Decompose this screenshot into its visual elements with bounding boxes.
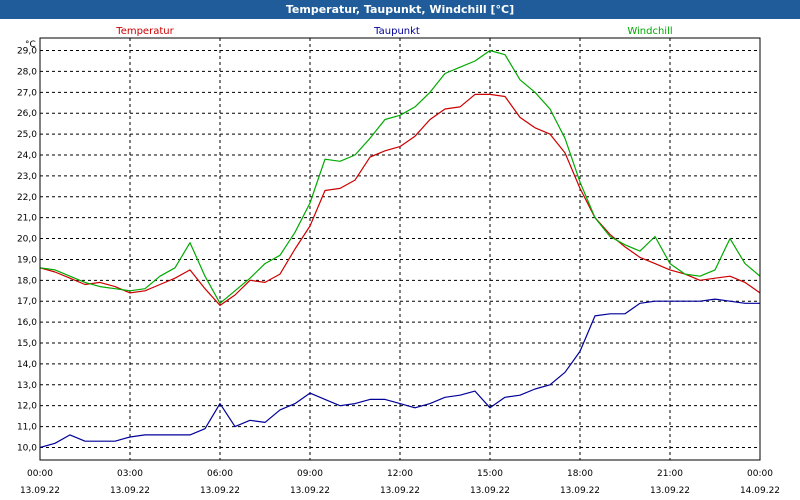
y-axis-unit: °C — [25, 40, 36, 50]
series-line-temperatur — [39, 93, 761, 306]
y-tick-label: 23,0 — [17, 172, 37, 182]
x-tick-date: 14.09.22 — [740, 486, 780, 496]
x-tick-date: 13.09.22 — [380, 486, 420, 496]
y-tick-label: 27,0 — [17, 88, 37, 98]
y-tick-label: 18,0 — [17, 276, 37, 286]
x-tick-time: 06:00 — [207, 469, 233, 479]
y-tick-label: 21,0 — [17, 214, 37, 224]
plot-area — [39, 37, 761, 461]
chart-title: Temperatur, Taupunkt, Windchill [°C] — [0, 0, 800, 19]
y-tick-label: 25,0 — [17, 130, 37, 140]
y-tick-label: 16,0 — [17, 318, 37, 328]
y-tick-label: 12,0 — [17, 402, 37, 412]
x-tick-date: 13.09.22 — [470, 486, 510, 496]
y-tick-label: 19,0 — [17, 255, 37, 265]
y-tick-label: 11,0 — [17, 423, 37, 433]
x-tick-date: 13.09.22 — [200, 486, 240, 496]
x-tick-time: 09:00 — [297, 469, 323, 479]
x-tick-time: 03:00 — [117, 469, 143, 479]
legend-windchill: Windchill — [627, 26, 672, 37]
y-tick-label: 22,0 — [17, 193, 37, 203]
x-tick-date: 13.09.22 — [650, 486, 690, 496]
y-tick-label: 14,0 — [17, 360, 37, 370]
y-tick-label: 28,0 — [17, 67, 37, 77]
y-tick-label: 24,0 — [17, 151, 37, 161]
y-tick-label: 29,0 — [17, 47, 37, 57]
x-tick-time: 18:00 — [567, 469, 593, 479]
legend-taupunkt: Taupunkt — [373, 26, 420, 37]
y-tick-label: 13,0 — [17, 381, 37, 391]
x-tick-date: 13.09.22 — [560, 486, 600, 496]
x-tick-time: 00:00 — [747, 469, 773, 479]
x-tick-time: 12:00 — [387, 469, 413, 479]
x-tick-time: 00:00 — [27, 469, 53, 479]
y-tick-label: 17,0 — [17, 297, 37, 307]
y-tick-label: 10,0 — [17, 443, 37, 453]
x-tick-time: 21:00 — [657, 469, 683, 479]
x-tick-date: 13.09.22 — [20, 486, 60, 496]
series-line-taupunkt — [39, 298, 760, 449]
legend-temperatur: Temperatur — [115, 26, 174, 37]
x-tick-date: 13.09.22 — [110, 486, 150, 496]
series-line-windchill — [39, 49, 761, 304]
y-tick-label: 20,0 — [17, 235, 37, 245]
y-tick-label: 15,0 — [17, 339, 37, 349]
x-tick-date: 13.09.22 — [290, 486, 330, 496]
y-tick-label: 26,0 — [17, 109, 37, 119]
x-tick-time: 15:00 — [477, 469, 503, 479]
